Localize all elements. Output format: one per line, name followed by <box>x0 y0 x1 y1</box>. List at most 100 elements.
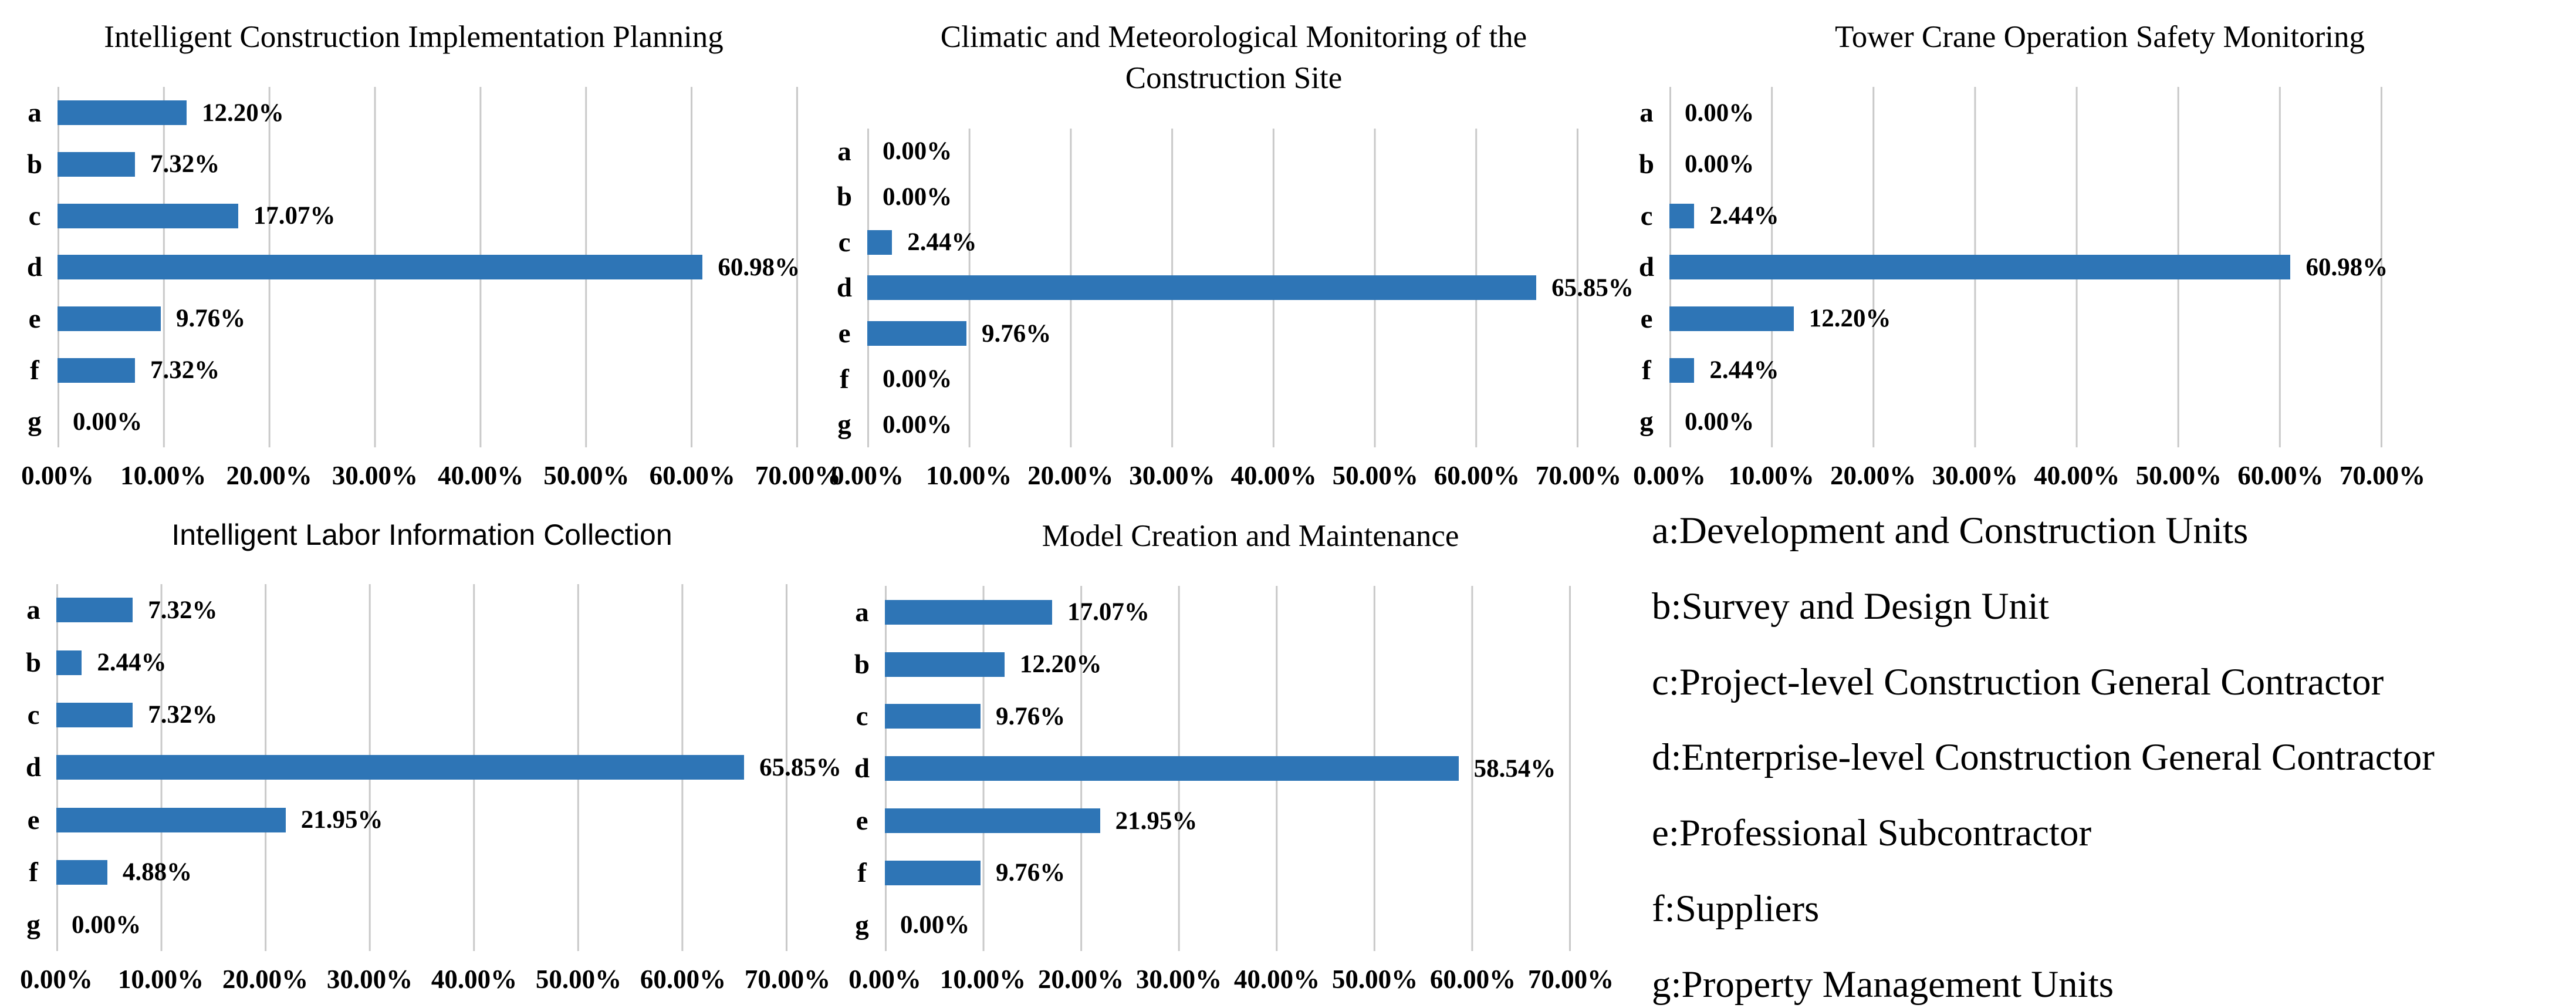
value-label: 21.95% <box>300 806 383 834</box>
category-label: b <box>836 181 853 213</box>
category-label: e <box>1640 303 1653 334</box>
x-axis: 0.00% 10.00% 20.00% 30.00% 40.00% 50.00% 60.00… <box>1633 447 2425 503</box>
bar-row: a 0.00% <box>1624 87 2576 139</box>
category-label: d <box>26 252 43 283</box>
bar-row: c 7.32% <box>11 689 833 741</box>
bar <box>867 230 893 255</box>
bar <box>885 652 1005 677</box>
bar-row: f 2.44% <box>1624 345 2576 396</box>
x-tick-label: 20.00% <box>226 461 312 490</box>
bar-area: 21.95% <box>885 795 1571 847</box>
category-label: g <box>837 409 851 440</box>
category-label: c <box>28 200 41 231</box>
bar-area: 17.07% <box>58 190 798 242</box>
bar-area: 7.32% <box>58 345 798 396</box>
category-label: f <box>30 355 39 386</box>
bar-area: 0.00% <box>867 174 1578 220</box>
x-tick-label: 50.00% <box>2135 461 2222 490</box>
x-tick-label: 30.00% <box>1135 965 1222 994</box>
bar-row: d 58.54% <box>839 743 1662 795</box>
category-label: b <box>26 149 43 180</box>
x-tick-label: 10.00% <box>117 965 204 994</box>
category-label: g <box>1639 406 1654 437</box>
category-label: e <box>27 804 40 835</box>
bar-area: 60.98% <box>1669 241 2388 293</box>
bar-row: b 0.00% <box>822 174 1646 220</box>
legend-item: d:Enterprise-level Construction General … <box>1652 736 2435 779</box>
bar-rows: a 17.07% b 12.20% c 9.76% d 58.54% e 21.95% f 9.76%… <box>839 586 1662 951</box>
bar-area: 2.44% <box>56 636 787 689</box>
value-label: 17.07% <box>1067 598 1150 626</box>
bar <box>56 859 107 885</box>
category-label: g <box>26 909 40 940</box>
bar-area: 12.20% <box>885 638 1571 690</box>
bar <box>885 860 981 885</box>
category-label: f <box>1642 355 1651 386</box>
category-label: g <box>28 406 42 437</box>
value-label: 2.44% <box>1709 202 1779 230</box>
bar-row: c 2.44% <box>822 220 1646 265</box>
category-label: a <box>837 136 851 167</box>
value-label: 0.00% <box>1685 407 1754 436</box>
bar-row: a 12.20% <box>12 87 816 139</box>
chart-climatic-and-meteorological-monitoring: Climatic and Meteorological Monitoring o… <box>822 7 1646 503</box>
x-tick-label: 10.00% <box>1728 461 1814 490</box>
x-tick-label: 0.00% <box>20 965 93 994</box>
legend-item: e:Professional Subcontractor <box>1652 812 2092 855</box>
bar-row: d 65.85% <box>11 741 841 794</box>
bar-area: 7.32% <box>56 689 787 741</box>
value-label: 7.32% <box>150 356 220 384</box>
value-label: 9.76% <box>981 319 1052 348</box>
bar-row: b 0.00% <box>1624 139 2576 190</box>
bar-row: g 0.00% <box>822 402 1646 447</box>
value-label: 9.76% <box>175 305 246 333</box>
bar-area: 0.00% <box>867 402 1578 447</box>
chart-intelligent-labor-information-collection: Intelligent Labor Information Collection… <box>11 506 841 1007</box>
bar-row: c 2.44% <box>1624 190 2576 242</box>
bar-area: 12.20% <box>58 87 798 139</box>
value-label: 60.98% <box>718 253 800 281</box>
bar-row: a 17.07% <box>839 586 1662 638</box>
chart-model-creation-and-maintenance: Model Creation and Maintenance a 17.07% b 12… <box>839 506 1662 1007</box>
bar-row: g 0.00% <box>1624 396 2576 447</box>
value-label: 0.00% <box>883 410 952 439</box>
x-tick-label: 70.00% <box>1527 965 1614 994</box>
plot-area: a 17.07% b 12.20% c 9.76% d 58.54% e 21.95% f 9.76%… <box>839 586 1662 951</box>
x-tick-label: 70.00% <box>744 965 831 994</box>
bar-area: 58.54% <box>885 743 1571 795</box>
value-label: 0.00% <box>73 407 143 436</box>
bar-area: 7.32% <box>56 584 787 636</box>
x-tick-label: 20.00% <box>1830 461 1916 490</box>
bar-rows: a 0.00% b 0.00% c 2.44% d 60.98% e 12.20% f 2.44% g 0… <box>1624 87 2576 447</box>
bar-rows: a 7.32% b 2.44% c 7.32% d 65.85% e 21.95% f 4.88% g 0… <box>11 584 841 952</box>
category-label: b <box>1638 149 1655 180</box>
legend: a:Development and Construction Units b:Su… <box>1652 512 2567 1004</box>
x-tick-label: 40.00% <box>2034 461 2120 490</box>
bar-row: g 0.00% <box>839 899 1662 951</box>
category-label: a <box>1639 97 1654 129</box>
chart-title: Intelligent Labor Information Collection <box>171 518 672 551</box>
value-label: 0.00% <box>883 183 952 211</box>
bar-row: e 9.76% <box>822 311 1646 356</box>
x-tick-label: 60.00% <box>1429 965 1516 994</box>
category-label: d <box>25 752 42 783</box>
bar <box>867 321 966 346</box>
x-tick-label: 0.00% <box>848 965 921 994</box>
category-label: a <box>26 595 40 626</box>
bar-area: 0.00% <box>58 396 798 447</box>
bar-row: a 7.32% <box>11 584 833 636</box>
bar-row: f 9.76% <box>839 847 1662 899</box>
bar-area: 9.76% <box>885 847 1571 899</box>
bar-area: 0.00% <box>867 129 1578 174</box>
category-label: f <box>29 857 38 888</box>
bar-area: 21.95% <box>56 794 787 846</box>
bar-area: 9.76% <box>867 311 1578 356</box>
bar-row: e 12.20% <box>1624 293 2576 345</box>
category-label: c <box>1640 200 1653 231</box>
value-label: 7.32% <box>150 150 220 178</box>
category-label: d <box>1638 252 1655 283</box>
value-label: 12.20% <box>1808 305 1891 333</box>
category-label: g <box>855 909 869 940</box>
category-label: b <box>25 647 42 678</box>
